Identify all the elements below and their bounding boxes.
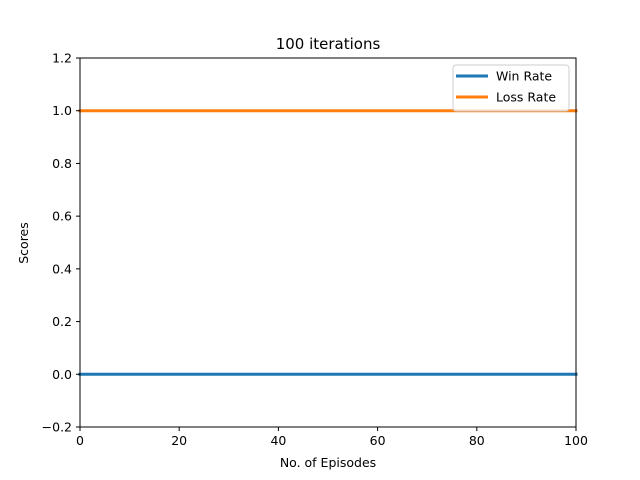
x-tick-label: 100: [564, 433, 588, 448]
y-tick-label: 0.8: [52, 156, 72, 171]
y-tick-label: 0.2: [52, 314, 72, 329]
x-tick-label: 0: [76, 433, 84, 448]
legend: Win Rate Loss Rate: [452, 64, 570, 112]
plot-frame: [79, 57, 577, 428]
x-axis-label: No. of Episodes: [280, 455, 376, 470]
x-tick-label: 60: [370, 433, 386, 448]
y-axis-label: Scores: [16, 222, 31, 264]
ticks-layer: 0 20 40 60 80 100 −0.2 0.0 0.2 0.4 0.6 0.8 1.0 1.2: [42, 51, 588, 449]
y-tick-label: 0.4: [52, 261, 72, 276]
legend-label-loss-rate: Loss Rate: [496, 90, 556, 105]
y-tick-label: 0.6: [52, 209, 72, 224]
y-tick-label: 1.2: [52, 51, 72, 66]
plot-area: [80, 58, 576, 427]
x-tick-label: 80: [469, 433, 485, 448]
y-tick-label: 0.0: [52, 367, 72, 382]
y-tick-label: −0.2: [42, 420, 72, 435]
x-tick-label: 20: [171, 433, 187, 448]
y-tick-label: 1.0: [52, 103, 72, 118]
chart-title: 100 iterations: [276, 35, 381, 53]
legend-label-win-rate: Win Rate: [496, 69, 552, 84]
x-tick-label: 40: [270, 433, 286, 448]
